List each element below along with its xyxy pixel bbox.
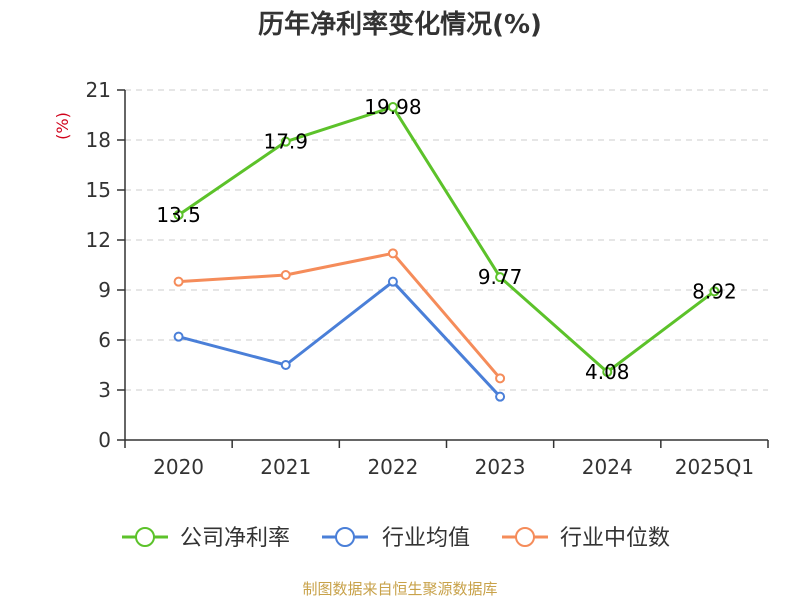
y-axis-label: (%) — [53, 112, 72, 140]
x-tick-label: 2024 — [582, 455, 633, 479]
y-tick-label: 12 — [86, 228, 111, 252]
data-point — [387, 276, 398, 287]
data-point — [280, 136, 291, 147]
data-point — [280, 270, 291, 280]
data-label: 17.9 — [263, 130, 308, 154]
y-tick-label: 21 — [86, 78, 111, 102]
series-2 — [173, 248, 506, 384]
data-label: 13.5 — [156, 203, 201, 227]
legend-label: 行业均值 — [382, 526, 470, 551]
axes: 0 3 6 9 12 15 18 21 2020 2021 2022 2023 2024 2025Q1 — [86, 78, 769, 479]
legend-item[interactable]: 公司净利率 — [122, 526, 290, 551]
x-tick-label: 2022 — [367, 455, 418, 479]
data-point — [387, 102, 398, 112]
data-point — [709, 286, 720, 297]
series-0 — [173, 102, 720, 377]
legend-marker — [335, 527, 355, 547]
data-point — [280, 360, 291, 370]
data-point — [602, 367, 613, 377]
data-point — [495, 272, 506, 283]
source-note: 制图数据来自恒生聚源数据库 — [302, 580, 497, 598]
series-line — [178, 251, 502, 380]
legend-label: 公司净利率 — [180, 526, 290, 551]
series-line — [178, 280, 502, 398]
data-point — [495, 391, 506, 402]
data-label: 8.92 — [692, 279, 737, 303]
legend-marker — [135, 527, 155, 547]
data-point — [495, 373, 506, 384]
y-tick-label: 0 — [98, 428, 111, 452]
x-tick-label: 2020 — [153, 455, 204, 479]
data-point — [173, 210, 184, 220]
y-tick-label: 18 — [86, 128, 111, 152]
legend-marker — [515, 527, 535, 547]
legend-item[interactable]: 行业中位数 — [502, 526, 670, 551]
x-tick-label: 2025Q1 — [675, 455, 754, 479]
x-tick-label: 2021 — [260, 455, 311, 479]
y-tick-label: 9 — [98, 278, 111, 302]
data-point — [173, 331, 184, 342]
y-tick-label: 15 — [86, 178, 111, 202]
data-label: 19.98 — [364, 95, 421, 119]
series-1 — [173, 276, 506, 402]
data-label: 9.77 — [478, 265, 523, 289]
legend-label: 行业中位数 — [560, 526, 670, 551]
data-point — [387, 248, 398, 259]
series-line — [177, 105, 716, 374]
legend[interactable]: 公司净利率 行业均值 行业中位数 — [122, 526, 670, 551]
x-tick-label: 2023 — [475, 455, 526, 479]
data-label: 4.08 — [585, 360, 630, 384]
grid-lines — [125, 89, 768, 391]
data-point — [173, 276, 184, 287]
series-layer — [173, 102, 720, 402]
data-labels: 13.5 17.9 19.98 9.77 4.08 8.92 — [156, 95, 736, 384]
y-tick-label: 3 — [98, 378, 111, 402]
y-tick-label: 6 — [98, 328, 111, 352]
chart-title: 历年净利率变化情况(%) — [258, 9, 542, 40]
legend-item[interactable]: 行业均值 — [322, 526, 470, 551]
